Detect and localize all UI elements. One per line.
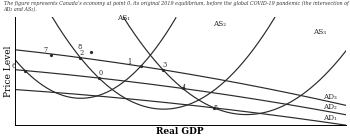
Text: AS₂: AS₂ — [214, 20, 226, 28]
X-axis label: Real GDP: Real GDP — [156, 127, 204, 136]
Text: 5: 5 — [214, 104, 218, 112]
Text: 7: 7 — [44, 46, 48, 54]
Text: The figure represents Canada’s economy at point 0, its original 2019 equilibrium: The figure represents Canada’s economy a… — [4, 1, 348, 12]
Text: AS₃: AS₃ — [313, 28, 326, 36]
Text: 8: 8 — [77, 43, 81, 51]
Text: 2: 2 — [80, 49, 84, 57]
Y-axis label: Price Level: Price Level — [4, 46, 13, 97]
Text: 6: 6 — [11, 62, 15, 70]
Text: 0: 0 — [98, 69, 103, 77]
Text: AS₁: AS₁ — [117, 14, 131, 22]
Text: AD₃: AD₃ — [323, 93, 336, 101]
Text: 3: 3 — [162, 61, 167, 69]
Text: 1: 1 — [127, 58, 131, 66]
Text: AD₁: AD₁ — [323, 114, 336, 122]
Text: 4: 4 — [182, 84, 187, 92]
Text: AD₂: AD₂ — [323, 103, 336, 111]
